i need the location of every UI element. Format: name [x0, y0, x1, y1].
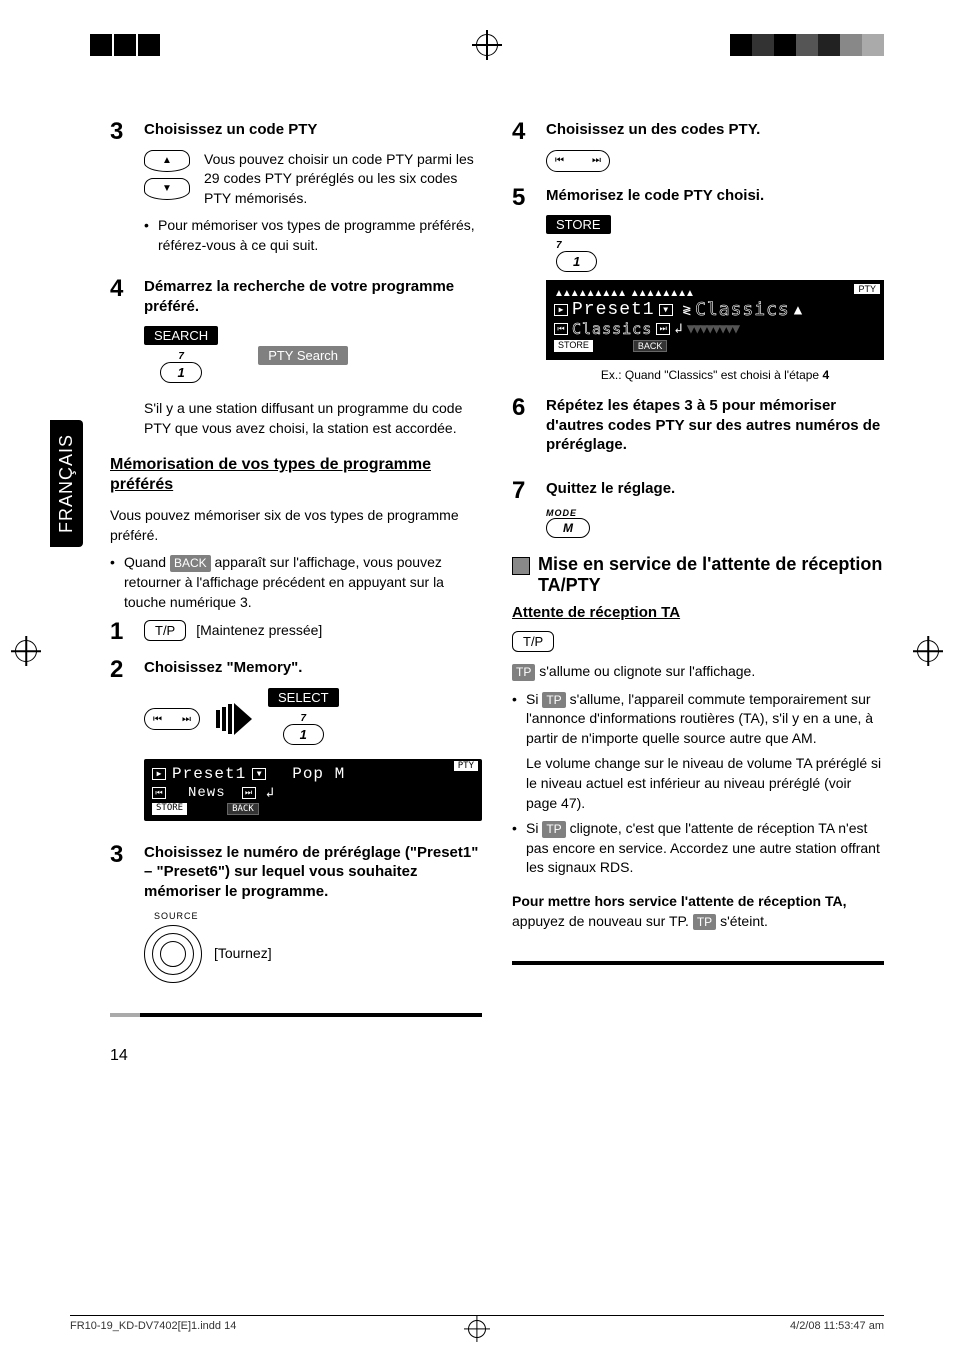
- step-4-number: 4: [110, 277, 132, 301]
- ta-off-text: Pour mettre hors service l'attente de ré…: [512, 892, 884, 931]
- square-bullet-icon: [512, 557, 530, 575]
- back-tag-icon: BACK: [170, 555, 211, 572]
- search-label: SEARCH: [144, 326, 218, 345]
- step-1b-number: 1: [110, 620, 132, 644]
- memo-section-title: Mémorisation de vos types de programme p…: [110, 455, 482, 497]
- reg-center-icon: [476, 34, 498, 56]
- r-step-4-title: Choisissez un des codes PTY.: [546, 120, 884, 140]
- step-4-title: Démarrez la recherche de votre programme…: [144, 277, 482, 316]
- step-3-title: Choisissez un code PTY: [144, 120, 482, 140]
- footer-left: FR10-19_KD-DV7402[E]1.indd 14: [70, 1320, 236, 1332]
- reg-bottom-icon: [468, 1320, 486, 1338]
- ta-pty-heading: Mise en service de l'attente de réceptio…: [512, 554, 884, 596]
- page-footer: FR10-19_KD-DV7402[E]1.indd 14 4/2/08 11:…: [70, 1315, 884, 1332]
- step-2b-title: Choisissez "Memory".: [144, 658, 482, 678]
- reg-left-icon: [15, 640, 37, 662]
- step-1b-note: [Maintenez pressée]: [196, 621, 322, 641]
- m-button-icon: M: [546, 518, 590, 538]
- source-label: SOURCE: [154, 911, 482, 921]
- r-step-6-number: 6: [512, 396, 534, 420]
- r-step-7-number: 7: [512, 479, 534, 503]
- step-2b-number: 2: [110, 658, 132, 682]
- r-step-7-title: Quittez le réglage.: [546, 479, 884, 499]
- tp-tag-icon: TP: [512, 664, 535, 681]
- select-label: SELECT: [268, 688, 339, 707]
- memo-text: Vous pouvez mémoriser six de vos types d…: [110, 506, 482, 545]
- rotary-knob-icon: [144, 925, 202, 983]
- step-3b-title: Choisissez le numéro de préréglage ("Pre…: [144, 843, 482, 902]
- registration-marks-top: [90, 30, 884, 60]
- ta-bullet-2: Si TP clignote, c'est que l'attente de r…: [512, 819, 884, 878]
- step-4-text: S'il y a une station diffusant un progra…: [144, 399, 482, 438]
- up-button-icon: ▲: [144, 150, 190, 172]
- language-tab: FRANÇAIS: [50, 420, 83, 547]
- step-3-text: Vous pouvez choisir un code PTY parmi le…: [204, 150, 482, 209]
- ta-sub-heading: Attente de réception TA: [512, 604, 884, 621]
- arrow-right-icon: [216, 703, 252, 735]
- footer-right: 4/2/08 11:53:47 am: [790, 1320, 884, 1332]
- step-3b-number: 3: [110, 843, 132, 867]
- r-step-5-number: 5: [512, 186, 534, 210]
- page-number: 14: [110, 1047, 482, 1065]
- step-3-number: 3: [110, 120, 132, 144]
- r-step-5-caption: Ex.: Quand "Classics" est choisi à l'éta…: [546, 368, 884, 382]
- down-button-icon: ▼: [144, 178, 190, 200]
- preset-1-pill-2: 1: [283, 724, 324, 745]
- pty-search-label: PTY Search: [258, 346, 348, 365]
- preset-1-pill-3: 1: [556, 251, 597, 272]
- tp-status-line: TP s'allume ou clignote sur l'affichage.: [512, 662, 884, 682]
- tp-button-2-icon: T/P: [512, 631, 554, 652]
- display-classics: PTY ▲▲▲▲▲▲▲▲▲ ▲▲▲▲▲▲▲▲ ▶ Preset1 ▼ ≷ Cla…: [546, 280, 884, 360]
- step-3-bullet: Pour mémoriser vos types de programme pr…: [144, 216, 482, 255]
- reg-right-icon: [917, 640, 939, 662]
- r-step-6-title: Répétez les étapes 3 à 5 pour mémoriser …: [546, 396, 884, 455]
- tp-button-icon: T/P: [144, 620, 186, 641]
- display-preset-news: PTY ▶ Preset1 ▼ Pop M ⏮ News ⏭ ↲: [144, 759, 482, 821]
- ta-bullet-1: Si TP s'allume, l'appareil commute tempo…: [512, 690, 884, 814]
- nav-prev-next-icon-2: ⏮⏭: [546, 150, 610, 172]
- nav-prev-next-icon: ⏮⏭: [144, 708, 200, 730]
- r-step-5-title: Mémorisez le code PTY choisi.: [546, 186, 884, 206]
- step-3b-note: [Tournez]: [214, 944, 272, 964]
- preset-1-pill: 1: [160, 362, 201, 383]
- r-step-4-number: 4: [512, 120, 534, 144]
- store-label: STORE: [546, 215, 611, 234]
- mode-label: MODE: [546, 508, 884, 518]
- memo-bullet: Quand BACK apparaît sur l'affichage, vou…: [110, 553, 482, 612]
- seven-char: 7: [178, 351, 184, 362]
